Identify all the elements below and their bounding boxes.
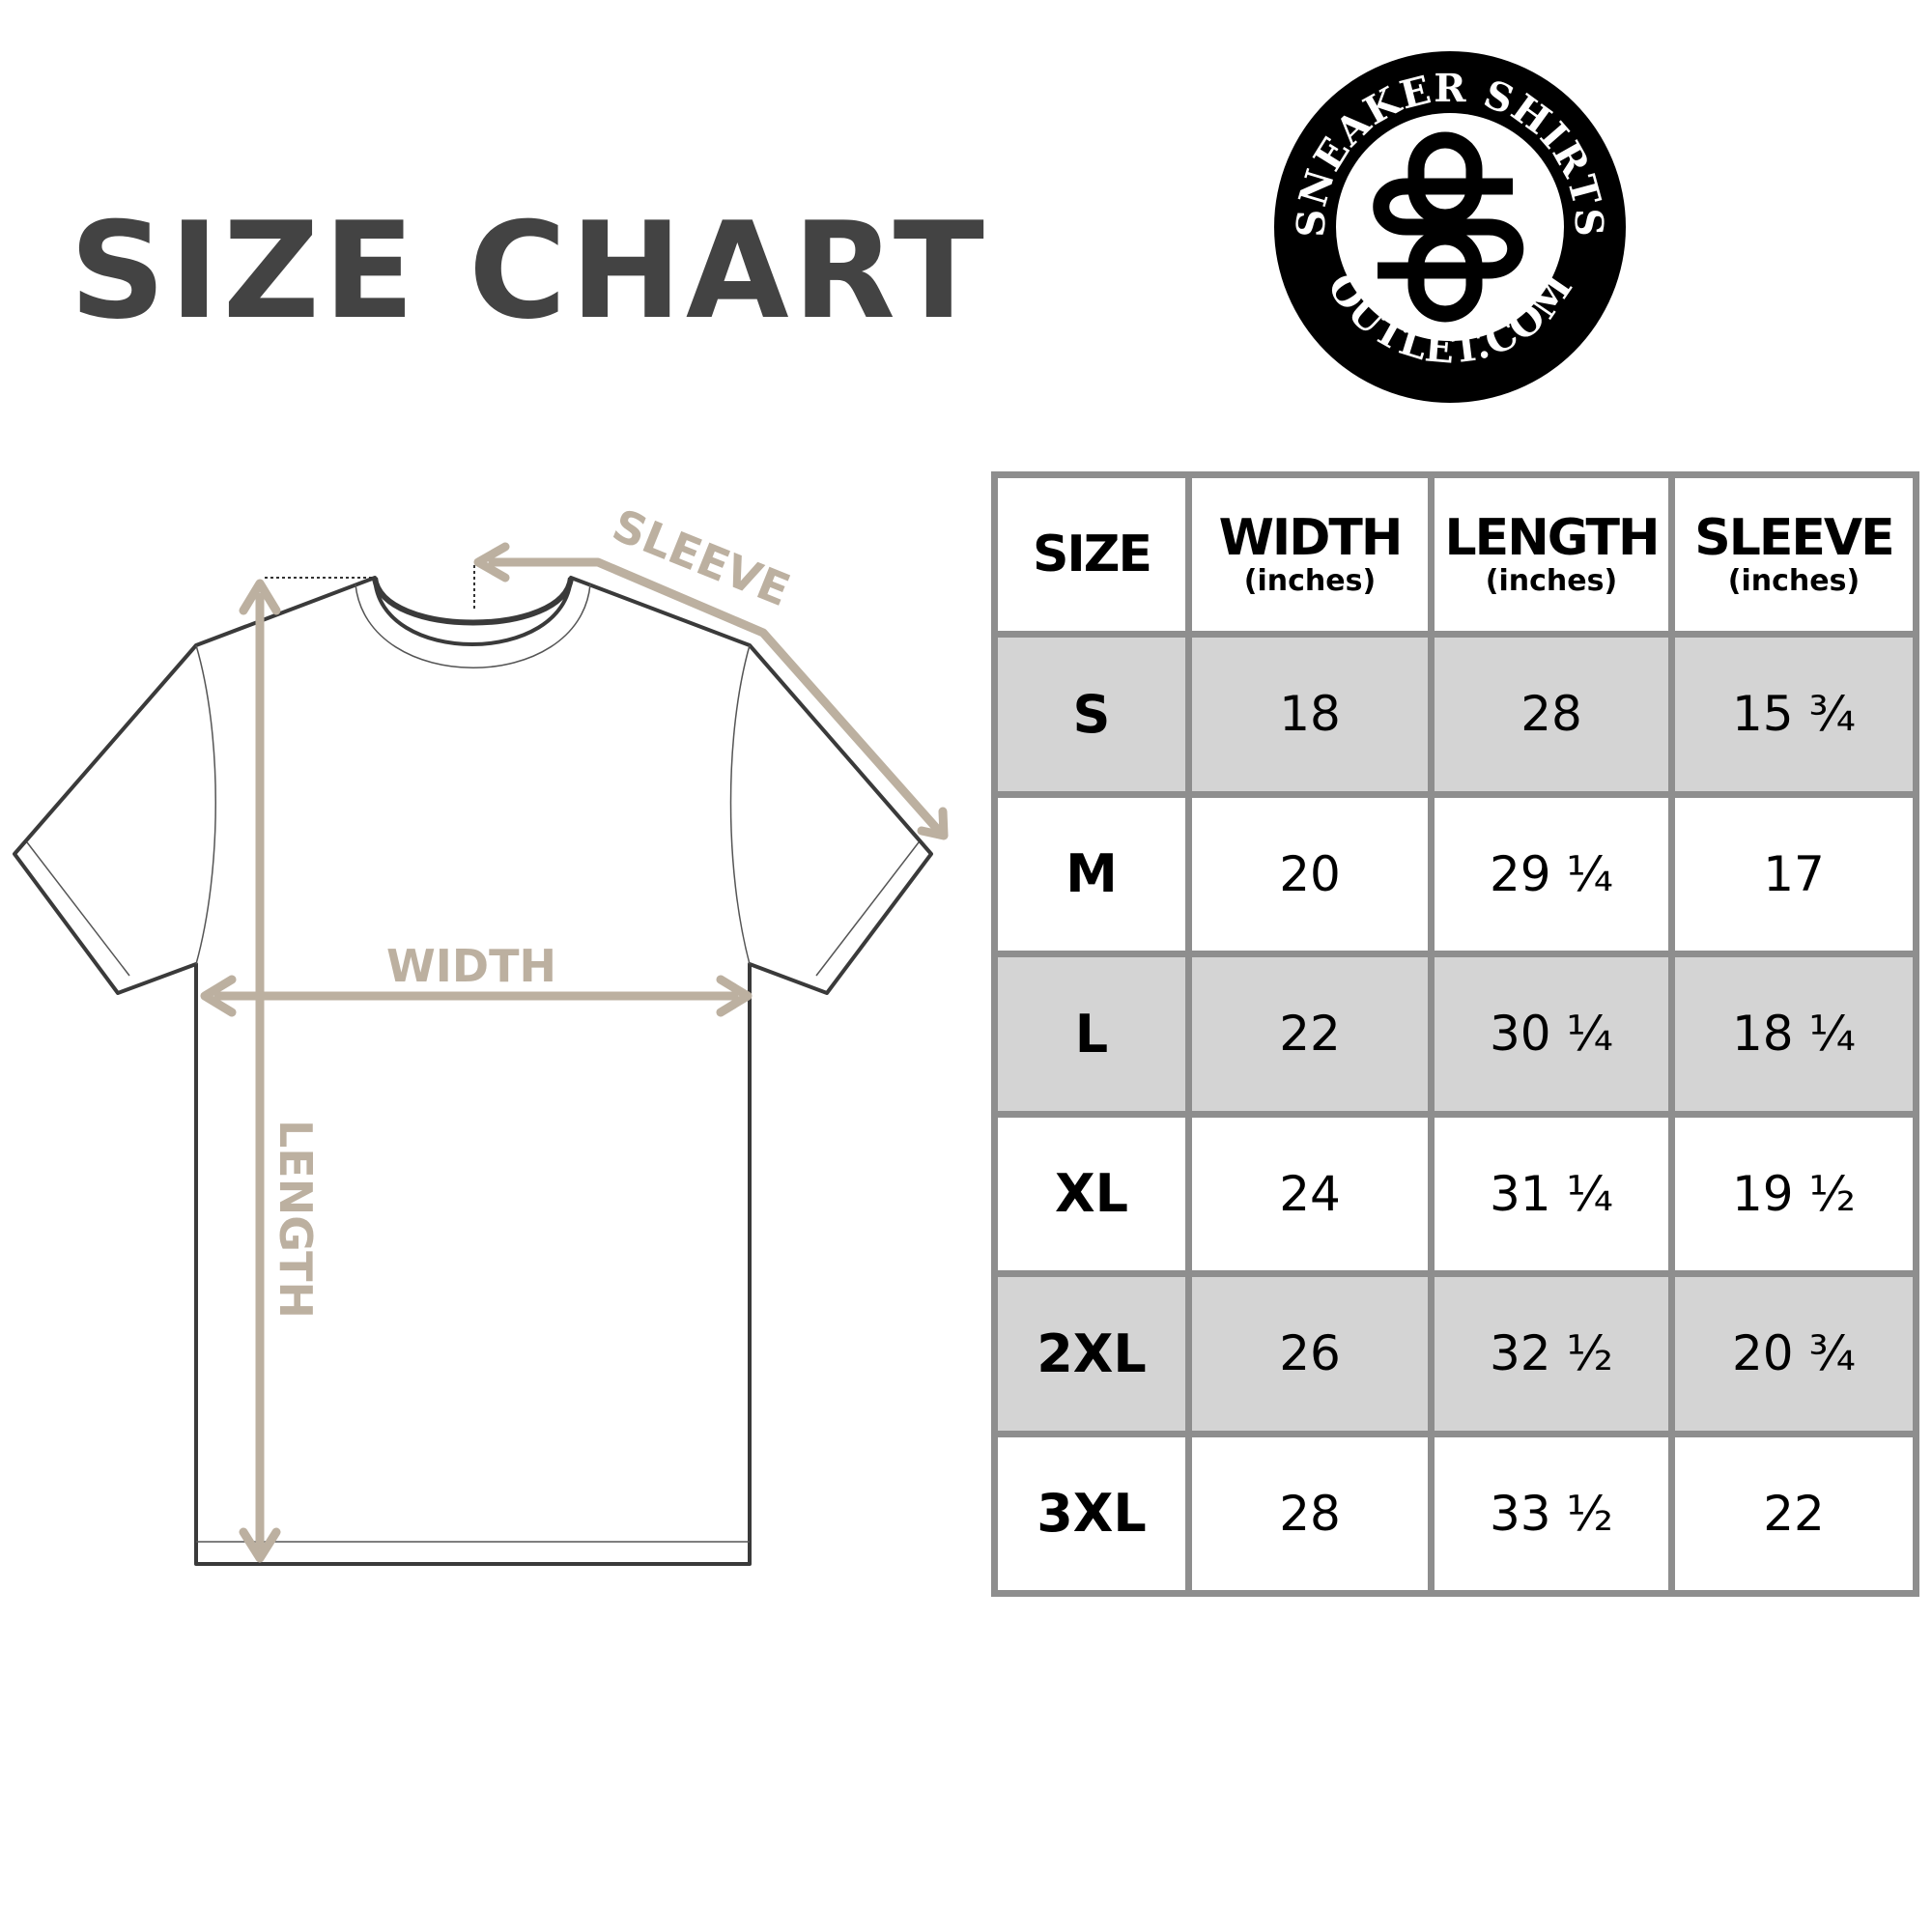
table-row: 3XL 28 33 ½ 22 <box>991 1430 1919 1597</box>
header-size: SIZE <box>991 471 1192 638</box>
sleeve-arrow <box>488 557 942 834</box>
sleeve-label: SLEEVE <box>606 498 798 616</box>
brand-logo: SNEAKER SHIRTS OUTLET.COM <box>1274 51 1626 403</box>
table-row: L 22 30 ¼ 18 ¼ <box>991 951 1919 1118</box>
measure-arrows <box>200 542 949 1563</box>
tshirt-outline <box>13 576 933 1566</box>
header-length: LENGTH (inches) <box>1428 471 1675 638</box>
header-sleeve: SLEEVE (inches) <box>1668 471 1919 638</box>
table-row: 2XL 26 32 ½ 20 ¾ <box>991 1270 1919 1437</box>
tshirt-seams <box>26 583 920 1543</box>
guide-lines <box>265 565 475 609</box>
size-chart-table: SIZE WIDTH (inches) LENGTH (inches) SLEEVE… <box>991 471 1919 1597</box>
table-header-row: SIZE WIDTH (inches) LENGTH (inches) SLEEVE… <box>991 471 1919 638</box>
table-row: XL 24 31 ¼ 19 ½ <box>991 1110 1919 1277</box>
header-width: WIDTH (inches) <box>1185 471 1435 638</box>
width-label: WIDTH <box>386 940 556 992</box>
page-title: SIZE CHART <box>70 193 988 349</box>
table-row: S 18 28 15 ¾ <box>991 631 1919 798</box>
table-row: M 20 29 ¼ 17 <box>991 790 1919 957</box>
monogram-icon <box>1373 131 1524 323</box>
length-label: LENGTH <box>270 1120 322 1319</box>
